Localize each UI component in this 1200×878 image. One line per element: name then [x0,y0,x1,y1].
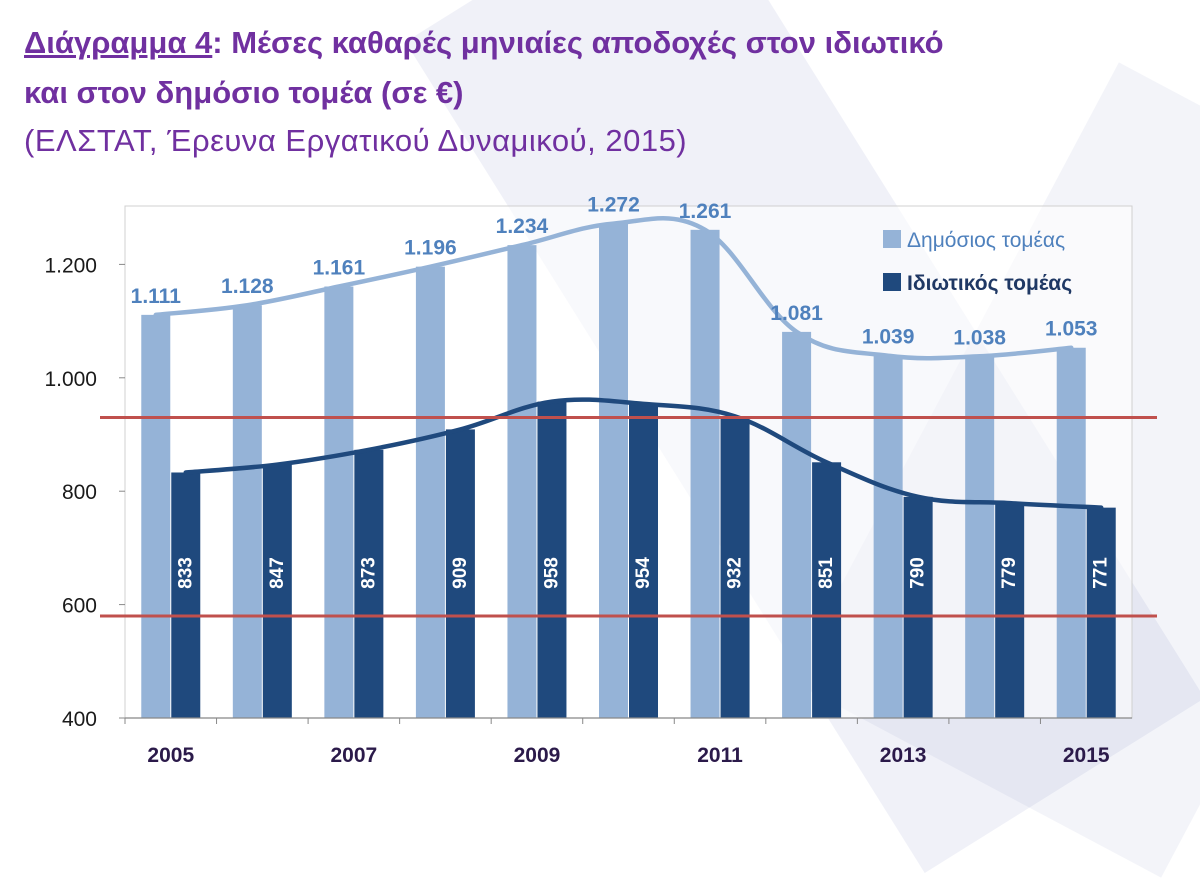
bar-public [782,331,812,718]
bar-chart: 400 600 800 1.000 1.200 1.111 833 1.128 847 1.161… [44,194,1157,767]
data-label-public: 1.196 [404,237,457,260]
bar-public [690,229,720,719]
bar-private [1086,507,1116,718]
data-label-public: 1.038 [953,326,1006,349]
data-label-public: 1.053 [1045,318,1098,341]
y-tick-label: 600 [62,595,97,618]
x-tick-label: 2013 [880,744,927,767]
data-label-private: 873 [358,557,379,589]
x-tick-label: 2009 [514,744,561,767]
bar-private [629,403,658,718]
data-label-public: 1.161 [313,257,366,280]
x-tick-label: 2015 [1063,744,1110,767]
bar-private [171,472,201,718]
legend-label: Ιδιωτικός τομέας [907,272,1072,295]
bar-private [354,449,384,718]
data-label-public: 1.234 [496,215,549,238]
chart-subtitle: (ΕΛΣΤΑΤ, Έρευνα Εργατικού Δυναμικού, 201… [24,123,688,158]
x-tick-label: 2007 [331,744,378,767]
bar-private [262,464,292,718]
data-label-public: 1.272 [587,194,640,217]
x-tick-label: 2011 [697,744,743,767]
title-line-2: και στον δημόσιο τομέα (σε €) [24,75,464,110]
bar-public [324,286,354,718]
y-tick-label: 1.200 [44,254,97,277]
bar-public [599,223,628,719]
bar-public [415,266,445,718]
legend-swatch [883,273,901,291]
data-label-public: 1.039 [862,326,915,349]
bar-public [232,305,262,718]
y-tick-label: 800 [62,481,97,504]
data-label-public: 1.261 [679,200,732,223]
trend-line-private [183,397,1104,510]
chart-title: Διάγραμμα 4: Μέσες καθαρές μηνιαίες αποδ… [24,18,1184,164]
bar-private [445,429,475,718]
bar-public [141,314,171,718]
data-label-public: 1.111 [131,285,182,308]
data-label-private: 779 [999,557,1020,589]
bar-private [537,401,567,718]
data-label-private: 833 [175,557,196,589]
title-line-1: Διάγραμμα 4: Μέσες καθαρές μηνιαίες αποδ… [24,18,1184,68]
data-label-private: 847 [267,557,288,589]
data-label-private: 958 [541,557,562,589]
data-label-private: 909 [450,557,471,589]
data-label-public: 1.128 [221,275,274,298]
x-tick-label: 2005 [147,744,194,767]
trend-line-public [153,216,1074,361]
bar-public [965,356,995,718]
bar-public [873,355,903,718]
bar-public [1056,347,1086,718]
y-tick-label: 400 [62,708,97,731]
data-label-private: 771 [1091,557,1112,589]
bar-private [995,503,1025,718]
bar-private [812,462,842,718]
title-prefix: Διάγραμμα 4 [24,25,213,60]
bar-public [507,245,537,718]
title-line-1-text: : Μέσες καθαρές μηνιαίες αποδοχές στον ι… [212,25,944,60]
bar-private [720,416,750,718]
data-label-private: 932 [725,557,746,589]
bar-private [903,496,933,718]
data-label-private: 790 [908,557,929,589]
legend-label: Δημόσιος τομέας [907,229,1065,252]
legend-swatch [883,230,901,248]
y-tick-label: 1.000 [44,368,97,391]
data-label-public: 1.081 [770,302,823,325]
data-label-private: 851 [816,557,837,589]
data-label-private: 954 [633,557,654,589]
